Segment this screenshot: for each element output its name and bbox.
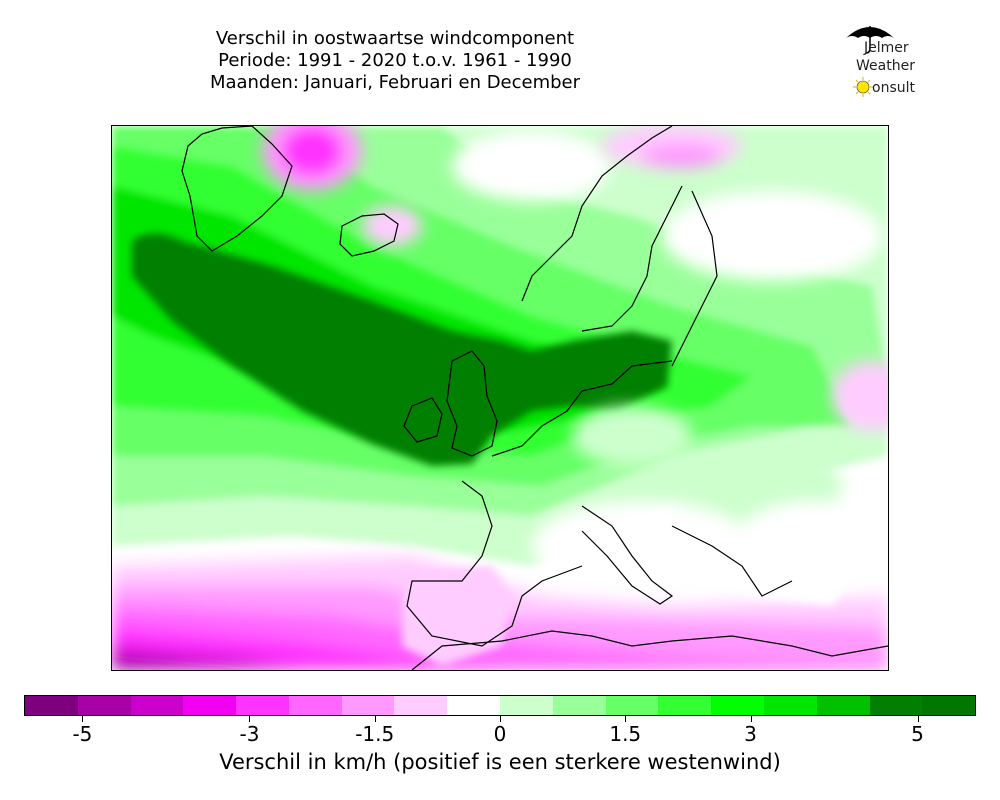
colorbar <box>24 695 976 716</box>
field-iberia-neutral <box>402 546 852 666</box>
colorbar-tick-label: -3 <box>239 722 260 746</box>
colorbar-label: Verschil in km/h (positief is een sterke… <box>219 750 781 774</box>
colorbar-segment <box>236 696 289 715</box>
colorbar-tick <box>750 716 752 722</box>
field-strong-positive <box>132 233 672 466</box>
colorbar-tick <box>82 716 84 722</box>
umbrella-icon <box>846 26 894 54</box>
colorbar-segment <box>341 696 395 715</box>
colorbar-segment <box>130 696 184 715</box>
colorbar-segment <box>922 696 976 715</box>
colorbar-segment <box>288 696 342 715</box>
colorbar-tick-label: 0 <box>493 722 507 746</box>
colorbar-tick <box>249 716 251 722</box>
chart-title: Verschil in oostwaartse windcomponent Pe… <box>170 28 620 94</box>
title-line-1: Verschil in oostwaartse windcomponent <box>215 28 575 49</box>
colorbar-tick <box>374 716 376 722</box>
colorbar-segment <box>658 696 712 715</box>
colorbar-segment <box>605 696 659 715</box>
colorbar-segment <box>711 696 764 715</box>
coastlines <box>181 126 888 670</box>
map-frame <box>111 125 889 671</box>
colorbar-segment <box>394 696 448 715</box>
colorbar-tick-label: 5 <box>911 722 924 746</box>
colorbar-segment <box>552 696 606 715</box>
colorbar-tick <box>625 716 627 722</box>
logo-line-2: Weather <box>856 58 915 74</box>
colorbar-tick-label: 3 <box>744 722 757 746</box>
colorbar-segment <box>447 696 501 715</box>
colorbar-segment <box>25 696 78 715</box>
jelmer-weather-consult-logo: Jelmer Weather onsult <box>840 18 940 104</box>
colorbar-segment <box>869 696 923 715</box>
colorbar-tick <box>917 716 919 722</box>
title-line-2: Periode: 1991 - 2020 t.o.v. 1961 - 1990 <box>218 50 572 71</box>
colorbar-segment <box>183 696 237 715</box>
colorbar-tick-label: -5 <box>72 722 93 746</box>
colorbar-segment <box>77 696 131 715</box>
logo-line-1: Jelmer <box>864 40 909 56</box>
colorbar-segment <box>500 696 553 715</box>
colorbar-segment <box>816 696 870 715</box>
colorbar-tick-label: 1.5 <box>609 722 642 746</box>
logo-line-3: onsult <box>872 80 915 96</box>
wind-difference-map <box>112 126 888 670</box>
colorbar-segment <box>763 696 817 715</box>
colorbar-tick <box>500 716 501 722</box>
colorbar-tick-label: -1.5 <box>355 722 395 746</box>
title-line-3: Maanden: Januari, Februari en December <box>209 72 581 93</box>
sun-icon <box>853 77 873 97</box>
